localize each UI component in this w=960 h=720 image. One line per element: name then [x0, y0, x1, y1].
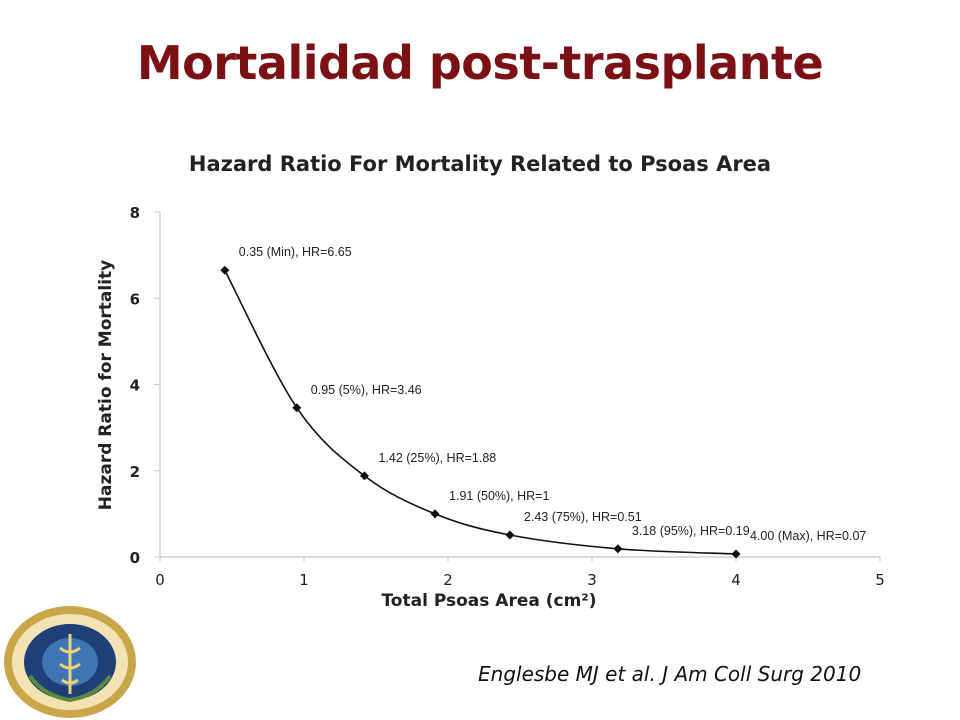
y-tick-label: 4	[130, 377, 140, 395]
trend-curve	[224, 269, 737, 555]
data-point	[731, 549, 741, 559]
x-axis-label: Total Psoas Area (cm²)	[381, 591, 596, 611]
data-label: 0.95 (5%), HR=3.46	[311, 383, 422, 397]
data-label: 0.35 (Min), HR=6.65	[239, 245, 352, 259]
data-point	[359, 471, 369, 481]
data-point	[430, 509, 440, 519]
citation: Englesbe MJ et al. J Am Coll Surg 2010	[478, 662, 862, 686]
data-point-group	[220, 265, 741, 559]
data-point	[220, 265, 230, 275]
slide-title: Mortalidad post-trasplante	[136, 36, 824, 90]
data-label: 3.18 (95%), HR=0.19	[632, 524, 750, 538]
data-label: 4.00 (Max), HR=0.07	[750, 529, 866, 543]
x-tick-label: 4	[731, 571, 741, 589]
y-tick-group: 0 2 4 6 8	[130, 204, 160, 567]
x-tick-label: 3	[587, 571, 597, 589]
y-tick-label: 2	[130, 463, 140, 481]
y-axis-label: Hazard Ratio for Mortality	[96, 260, 116, 510]
data-label: 1.42 (25%), HR=1.88	[378, 451, 496, 465]
data-point	[292, 403, 302, 413]
x-tick-group: 0 1 2 3 4 5	[155, 557, 885, 589]
data-label-group: 0.35 (Min), HR=6.65 0.95 (5%), HR=3.46 1.4…	[239, 245, 867, 543]
x-tick-label: 5	[875, 571, 885, 589]
medical-seal-logo	[4, 606, 136, 718]
seal-laurel-icon	[28, 674, 112, 703]
x-tick-label: 2	[443, 571, 453, 589]
data-point	[505, 530, 515, 540]
y-tick-label: 8	[130, 204, 140, 222]
data-point	[613, 544, 623, 554]
x-tick-label: 0	[155, 571, 165, 589]
y-tick-label: 0	[130, 549, 140, 567]
seal-caduceus-icon	[59, 634, 81, 694]
data-label: 2.43 (75%), HR=0.51	[524, 510, 642, 524]
chart-title: Hazard Ratio For Mortality Related to Ps…	[189, 152, 771, 176]
x-tick-label: 1	[299, 571, 309, 589]
y-tick-label: 6	[130, 290, 140, 308]
data-label: 1.91 (50%), HR=1	[449, 489, 549, 503]
